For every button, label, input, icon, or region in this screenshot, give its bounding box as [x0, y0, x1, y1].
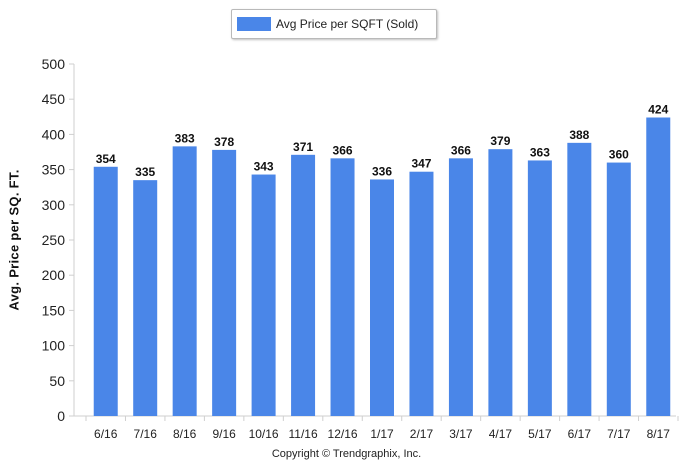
bar	[291, 154, 316, 417]
bar-value-label: 354	[96, 152, 116, 166]
x-tick-label: 8/16	[173, 427, 197, 441]
legend-label: Avg Price per SQFT (Sold)	[276, 17, 419, 31]
bar	[172, 146, 197, 417]
x-tick-label: 9/16	[212, 427, 236, 441]
bar-value-label: 378	[214, 135, 234, 149]
x-tick-label: 7/16	[134, 427, 158, 441]
bar-value-label: 424	[648, 103, 668, 117]
chart-data-labels: 354 335 383 378 343 371 366 336 347 366 379 363 388 3…	[96, 103, 669, 180]
x-tick-label: 11/16	[288, 427, 317, 441]
bar-value-label: 366	[451, 143, 471, 157]
chart-bars	[93, 117, 671, 417]
bar	[409, 171, 434, 416]
x-tick-label: 7/17	[607, 427, 631, 441]
bar	[330, 158, 355, 416]
y-tick-label: 300	[42, 197, 66, 213]
y-tick-label: 200	[42, 267, 66, 283]
bar	[527, 160, 552, 416]
y-tick-label: 100	[42, 338, 66, 354]
x-tick-label: 8/17	[647, 427, 671, 441]
bar-value-label: 371	[293, 140, 313, 154]
bar-value-label: 360	[609, 148, 629, 162]
bar-value-label: 363	[530, 145, 550, 159]
bar-value-label: 383	[175, 131, 195, 145]
bar	[606, 162, 631, 416]
y-tick-label: 400	[42, 126, 66, 142]
chart-x-ticks: 6/16 7/16 8/16 9/16 10/16 11/16 12/16 1/17 2/17 3…	[85, 416, 679, 441]
x-tick-label: 6/17	[568, 427, 592, 441]
bar-value-label: 347	[411, 157, 431, 171]
bar	[93, 166, 118, 416]
bar-value-label: 335	[135, 165, 155, 179]
copyright-text: Copyright © Trendgraphix, Inc.	[271, 448, 422, 460]
y-tick-label: 500	[42, 56, 66, 72]
x-tick-label: 2/17	[410, 427, 434, 441]
bar-value-label: 336	[372, 164, 392, 178]
legend-swatch	[237, 17, 271, 31]
x-tick-label: 12/16	[328, 427, 358, 441]
y-tick-label: 350	[42, 162, 66, 178]
chart-legend: Avg Price per SQFT (Sold)	[231, 9, 437, 39]
chart-y-ticks: 0 50 100 150 200 250 300 350 400 450 500	[42, 56, 74, 424]
x-tick-label: 6/16	[94, 427, 118, 441]
bar	[448, 158, 473, 416]
y-tick-label: 150	[42, 302, 66, 318]
bar	[251, 174, 276, 416]
bar	[488, 149, 513, 416]
bar-value-label: 388	[569, 128, 589, 142]
x-tick-label: 10/16	[249, 427, 279, 441]
bar	[370, 179, 394, 416]
x-tick-label: 4/17	[489, 427, 513, 441]
bar	[212, 149, 237, 416]
y-tick-label: 250	[42, 232, 66, 248]
bar	[646, 117, 671, 416]
bar	[567, 142, 592, 416]
bar	[133, 180, 158, 416]
x-tick-label: 5/17	[528, 427, 552, 441]
bar-value-label: 343	[254, 160, 274, 174]
y-tick-label: 0	[57, 408, 65, 424]
bar-value-label: 366	[333, 143, 353, 157]
y-tick-label: 450	[42, 91, 66, 107]
y-axis-label: Avg. Price per SQ. FT.	[6, 169, 22, 311]
bar-value-label: 379	[490, 134, 510, 148]
x-tick-label: 1/17	[370, 427, 394, 441]
y-tick-label: 50	[49, 373, 65, 389]
x-tick-label: 3/17	[449, 427, 473, 441]
